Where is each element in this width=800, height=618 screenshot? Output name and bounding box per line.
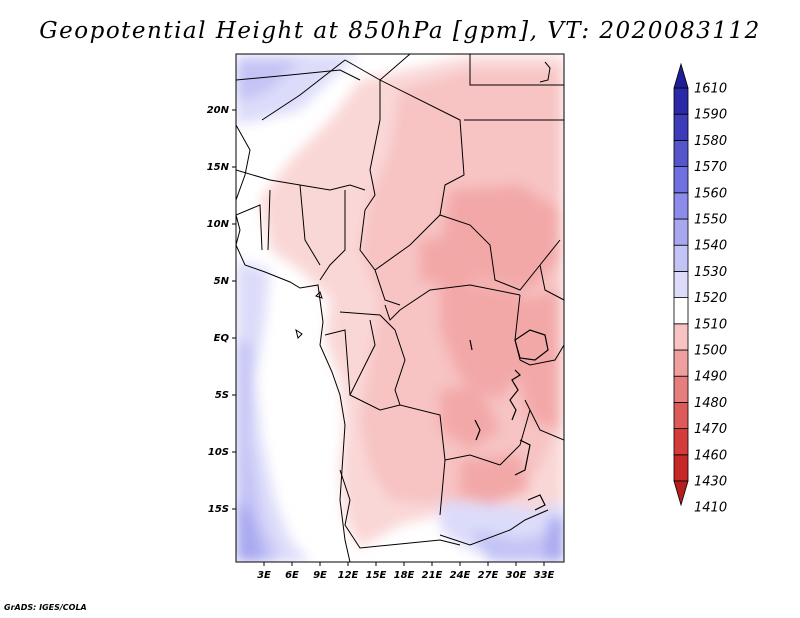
lon-tick-label: 21E: [422, 570, 443, 581]
colorbar-level-label: 1570: [694, 160, 727, 175]
country-borders: [236, 54, 564, 549]
colorbar-segment: [673, 87, 689, 115]
lon-tick-label: 24E: [450, 570, 471, 581]
lat-tick-label: 20N: [207, 105, 230, 116]
colorbar-segment: [673, 139, 689, 167]
lat-tick-label: 15S: [208, 504, 229, 515]
colorbar-segment: [673, 401, 689, 429]
colorbar-segment: [673, 454, 689, 482]
colorbar-segment: [673, 375, 689, 403]
lat-tick-label: 5N: [214, 276, 230, 287]
latitude-axis: 20N 15N 10N 5N EQ 5S 10S 15S: [207, 105, 236, 515]
colorbar-segment: [673, 192, 689, 220]
grads-credit: GrADS: IGES/COLA: [4, 603, 87, 612]
lat-tick-label: 15N: [207, 162, 230, 173]
colorbar-level-label: 1610: [694, 82, 727, 97]
colorbar-segment: [673, 113, 689, 141]
colorbar-level-label: 1430: [694, 475, 727, 490]
lon-tick-label: 12E: [338, 570, 359, 581]
colorbar-segment: [673, 323, 689, 351]
colorbar-segment: [673, 218, 689, 246]
lon-tick-label: 3E: [257, 570, 271, 581]
colorbar-level-label: 1480: [694, 396, 727, 411]
colorbar-level-label: 1470: [694, 422, 727, 437]
colorbar-segment: [673, 244, 689, 272]
colorbar-level-label: 1540: [694, 239, 727, 254]
colorbar-segment: [673, 349, 689, 377]
coastline: [236, 61, 551, 562]
lat-tick-label: 10N: [207, 219, 230, 230]
colorbar-segment: [673, 166, 689, 194]
lon-tick-label: 30E: [506, 570, 527, 581]
lat-tick-label: 10S: [208, 447, 229, 458]
colorbar-level-label: 1520: [694, 291, 727, 306]
lon-tick-label: 9E: [313, 570, 327, 581]
colorbar-level-label: 1560: [694, 186, 727, 201]
map-panel: [236, 54, 564, 562]
lon-tick-label: 6E: [285, 570, 299, 581]
colorbar-level-label: 1580: [694, 134, 727, 149]
longitude-axis: 3E 6E 9E 12E 15E 18E 21E 24E 27E 30E 33E: [257, 562, 555, 581]
lon-tick-label: 27E: [478, 570, 499, 581]
map-frame: [235, 53, 565, 563]
map-title: Geopotential Height at 850hPa [gpm], VT:…: [39, 18, 761, 44]
colorbar-level-label: 1530: [694, 265, 727, 280]
colorbar-bottom-arrow: [673, 480, 689, 507]
colorbar: 1610 1590 1580 1570 1560 1550 1540 1530 1520 1510…: [673, 62, 727, 516]
lon-tick-label: 15E: [366, 570, 387, 581]
lon-tick-label: 33E: [534, 570, 555, 581]
lat-tick-label: EQ: [214, 333, 230, 344]
colorbar-level-label: 1500: [694, 344, 727, 359]
colorbar-segment: [673, 428, 689, 456]
colorbar-level-label: 1590: [694, 108, 727, 123]
colorbar-level-label: 1410: [694, 501, 727, 516]
lat-tick-label: 5S: [215, 390, 229, 401]
colorbar-level-label: 1460: [694, 448, 727, 463]
lakes: [469, 329, 549, 511]
colorbar-level-label: 1510: [694, 317, 727, 332]
lon-tick-label: 18E: [394, 570, 415, 581]
colorbar-top-arrow: [673, 62, 689, 89]
colorbar-level-label: 1490: [694, 370, 727, 385]
colorbar-segment: [673, 270, 689, 298]
colorbar-segment: [673, 297, 689, 325]
colorbar-level-label: 1550: [694, 213, 727, 228]
